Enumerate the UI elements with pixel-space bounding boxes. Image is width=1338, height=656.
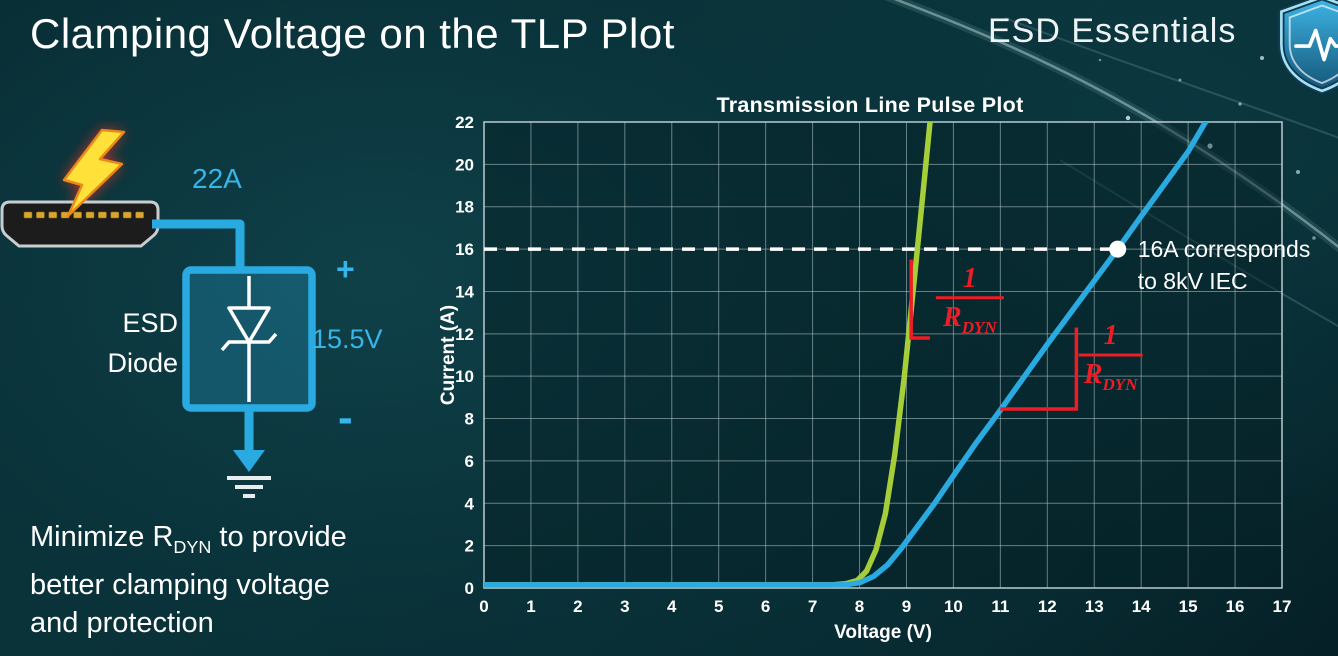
page-title: Clamping Voltage on the TLP Plot bbox=[30, 10, 675, 57]
x-tick-label: 7 bbox=[808, 597, 817, 616]
footnote-line3: and protection bbox=[30, 606, 214, 639]
y-tick-label: 12 bbox=[455, 325, 474, 344]
x-tick-label: 17 bbox=[1273, 597, 1292, 616]
x-tick-label: 4 bbox=[667, 597, 677, 616]
tick-labels: 0 1 2 3 4 5 6 7 8 9 10 11 12 13 14 15 16 1702468101214161… bbox=[455, 113, 1291, 616]
clamp-voltage-label: 15.5V bbox=[312, 324, 383, 354]
threshold-label-line1: 16A corresponds bbox=[1138, 236, 1311, 262]
y-tick-label: 2 bbox=[465, 537, 474, 556]
hdmi-connector-icon bbox=[0, 200, 160, 248]
plot-border bbox=[483, 121, 1283, 589]
x-tick-label: 5 bbox=[714, 597, 723, 616]
x-axis-label: Voltage (V) bbox=[834, 622, 932, 643]
y-tick-label: 6 bbox=[465, 452, 474, 471]
y-tick-label: 16 bbox=[455, 240, 474, 259]
plot-area bbox=[484, 122, 1282, 588]
footnote-rdyn-subscript: DYN bbox=[173, 536, 212, 557]
rdyn-fraction-numerator: 1 bbox=[1104, 320, 1118, 351]
x-tick-label: 14 bbox=[1132, 597, 1151, 616]
x-tick-label: 13 bbox=[1085, 597, 1104, 616]
polarity-minus-label: - bbox=[338, 393, 353, 442]
y-tick-label: 10 bbox=[455, 367, 474, 386]
series-layer bbox=[484, 122, 1209, 588]
y-tick-label: 20 bbox=[455, 155, 474, 174]
footnote: Minimize RDYN to provide better clamping… bbox=[30, 518, 347, 642]
ground-icon bbox=[227, 476, 271, 498]
shield-pulse-icon bbox=[1278, 0, 1338, 94]
background-swoosh bbox=[1004, 17, 1338, 139]
chart-title: Transmission Line Pulse Plot bbox=[716, 95, 1023, 117]
pulse-line-icon bbox=[1294, 28, 1338, 62]
x-tick-label: 8 bbox=[855, 597, 864, 616]
x-tick-label: 12 bbox=[1038, 597, 1057, 616]
lightning-bolt-icon bbox=[62, 128, 126, 218]
brand-text: ESD Essentials bbox=[988, 12, 1237, 50]
x-tick-label: 15 bbox=[1179, 597, 1198, 616]
y-tick-label: 4 bbox=[465, 494, 475, 513]
x-tick-label: 10 bbox=[944, 597, 963, 616]
footnote-line1-pre: Minimize R bbox=[30, 521, 174, 553]
esd-circuit-diagram: 22A ESD Diode + 15.5V - bbox=[0, 128, 383, 498]
x-tick-label: 2 bbox=[573, 597, 582, 616]
x-tick-label: 9 bbox=[902, 597, 911, 616]
y-tick-label: 14 bbox=[455, 282, 474, 301]
y-tick-label: 22 bbox=[455, 113, 474, 132]
series-curve-higher-rdyn-esd-diode bbox=[484, 122, 1209, 588]
x-tick-label: 16 bbox=[1226, 597, 1245, 616]
surge-current-label: 22A bbox=[192, 163, 242, 194]
device-label-line2: Diode bbox=[107, 348, 178, 378]
footnote-line2: better clamping voltage bbox=[30, 568, 330, 601]
x-tick-label: 3 bbox=[620, 597, 629, 616]
polarity-plus-label: + bbox=[336, 251, 355, 287]
footnote-line1: Minimize RDYN to provide bbox=[30, 518, 347, 566]
threshold-marker-dot bbox=[1109, 240, 1127, 258]
background-swoosh bbox=[884, 0, 1338, 253]
arrow-down-icon bbox=[233, 450, 265, 472]
y-tick-label: 0 bbox=[465, 579, 474, 598]
slope-bracket bbox=[1000, 327, 1079, 411]
surge-wire bbox=[152, 219, 245, 272]
zener-diode-icon bbox=[220, 276, 278, 402]
y-tick-label: 8 bbox=[465, 410, 474, 429]
background-sparkles bbox=[1098, 56, 1316, 240]
x-tick-label: 6 bbox=[761, 597, 770, 616]
x-tick-label: 11 bbox=[991, 597, 1009, 616]
background-swoosh bbox=[1059, 159, 1338, 328]
rdyn-fraction-numerator: 1 bbox=[963, 263, 977, 294]
device-label-line1: ESD bbox=[122, 308, 178, 338]
footnote-line1-post: to provide bbox=[211, 521, 347, 553]
x-tick-label: 0 bbox=[479, 597, 488, 616]
slope-bracket bbox=[909, 259, 930, 340]
background-swoosh bbox=[893, 0, 1338, 249]
y-axis-label: Current (A) bbox=[438, 305, 459, 405]
x-tick-label: 1 bbox=[526, 597, 535, 616]
threshold-label-line2: to 8kV IEC bbox=[1138, 268, 1248, 294]
y-tick-label: 18 bbox=[455, 198, 474, 217]
